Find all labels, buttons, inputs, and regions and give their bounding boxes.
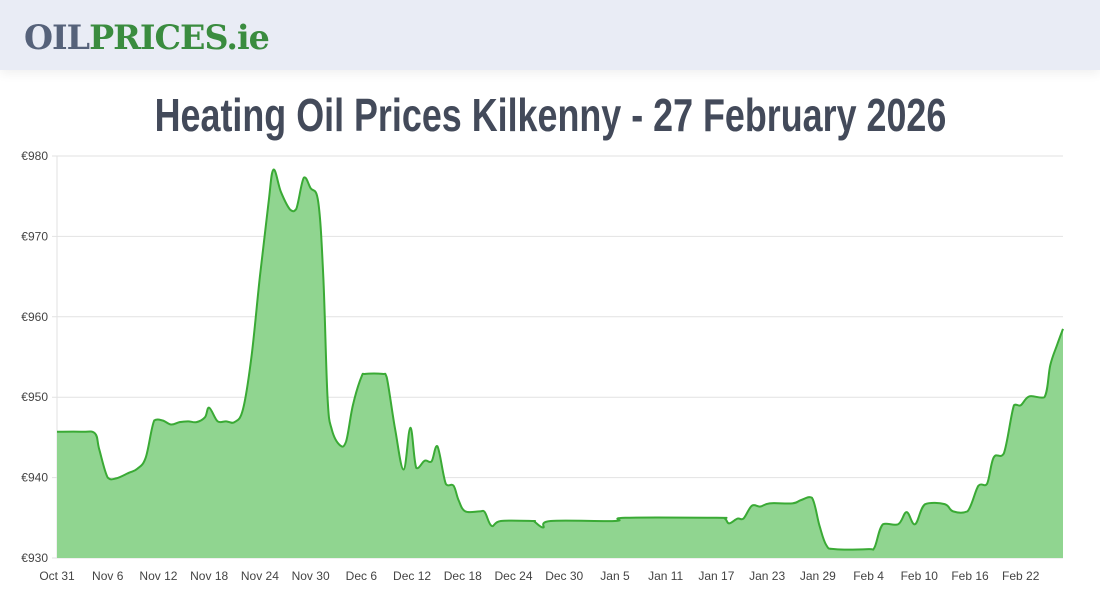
y-tick-label: €970: [21, 229, 48, 243]
site-header: OILPRICES.ie: [0, 0, 1100, 70]
price-chart-svg: €930 €940 €950 €960 €970 €980 Oct 31 Nov 6 Nov …: [21, 149, 1064, 583]
x-tick-label: Oct 31: [39, 569, 75, 583]
x-tick-label: Dec 18: [444, 569, 482, 583]
logo-prices-text: PRICES.ie: [89, 18, 270, 58]
x-tick-label: Dec 30: [545, 569, 583, 583]
x-tick-label: Feb 4: [853, 569, 884, 583]
y-axis-labels: €930 €940 €950 €960 €970 €980: [21, 149, 48, 565]
x-tick-label: Dec 6: [346, 569, 378, 583]
x-tick-label: Nov 30: [292, 569, 330, 583]
logo-oil-text: OIL: [24, 18, 90, 58]
price-area-fill: [57, 169, 1063, 559]
x-tick-label: Dec 12: [393, 569, 431, 583]
x-tick-label: Jan 23: [749, 569, 785, 583]
x-tick-label: Jan 11: [648, 569, 683, 583]
x-axis-labels: Oct 31 Nov 6 Nov 12 Nov 18 Nov 24 Nov 30 Dec 6…: [39, 569, 1039, 583]
x-tick-label: Jan 17: [698, 569, 734, 583]
y-tick-label: €950: [21, 390, 48, 404]
y-tick-label: €930: [21, 551, 48, 565]
price-line[interactable]: [56, 168, 1064, 551]
x-tick-label: Dec 24: [494, 569, 532, 583]
x-tick-label: Feb 22: [1002, 569, 1040, 583]
x-tick-label: Feb 10: [901, 569, 939, 583]
y-tick-label: €960: [21, 310, 48, 324]
price-chart[interactable]: €930 €940 €950 €960 €970 €980 Oct 31 Nov 6 Nov …: [0, 140, 1100, 600]
x-tick-label: Feb 16: [951, 569, 989, 583]
site-logo[interactable]: OILPRICES.ie: [24, 16, 270, 60]
x-tick-label: Jan 29: [800, 569, 836, 583]
y-tick-label: €980: [21, 149, 48, 163]
x-tick-label: Jan 5: [600, 569, 630, 583]
page-title-text: Heating Oil Prices Kilkenny - 27 Februar…: [154, 89, 946, 141]
page-title: Heating Oil Prices Kilkenny - 27 Februar…: [0, 84, 1100, 146]
x-tick-label: Nov 6: [92, 569, 124, 583]
x-tick-label: Nov 24: [241, 569, 279, 583]
x-tick-label: Nov 18: [190, 569, 228, 583]
x-tick-label: Nov 12: [139, 569, 177, 583]
y-tick-label: €940: [21, 471, 48, 485]
